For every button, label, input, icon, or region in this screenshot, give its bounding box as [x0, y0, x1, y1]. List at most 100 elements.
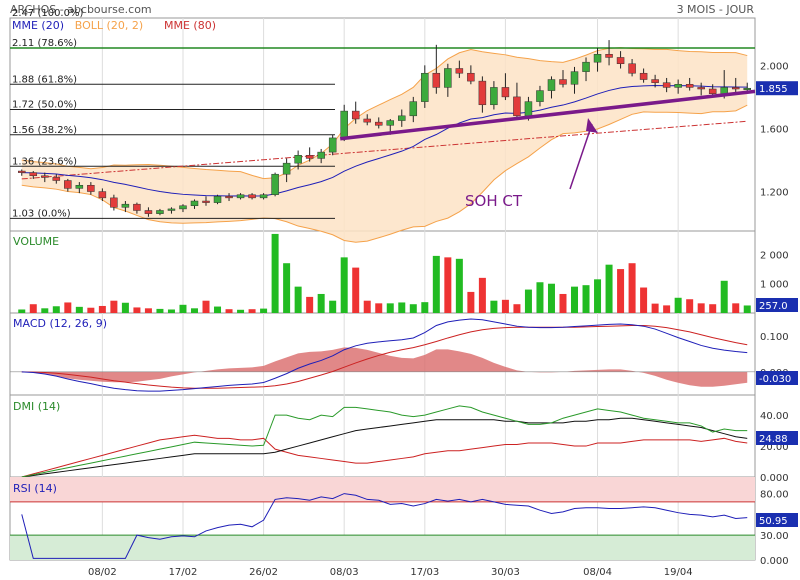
fibonacci-label: 1.56 (38.2%) — [12, 125, 77, 136]
volume-bar — [29, 304, 37, 313]
candle-body — [351, 110, 360, 120]
candle-body — [340, 110, 348, 139]
macd-line — [21, 318, 748, 392]
volume-bar — [144, 308, 152, 313]
price-last-value: 1.855 — [756, 81, 798, 96]
candle — [248, 193, 256, 200]
volume-bar — [674, 297, 682, 313]
volume-bar — [202, 300, 210, 313]
volume-bar — [651, 303, 659, 313]
candle — [156, 208, 164, 216]
candle-body — [374, 121, 383, 126]
candle — [144, 207, 153, 217]
volume-bar — [121, 302, 129, 313]
candle — [444, 63, 452, 97]
candle-body — [455, 68, 464, 74]
candle — [202, 196, 210, 206]
y-tick-label: 1 000 — [760, 280, 789, 291]
volume-bar — [536, 282, 544, 313]
y-tick-label: 80.00 — [760, 490, 789, 501]
candle-body — [616, 57, 625, 65]
volume-bar — [306, 296, 314, 313]
volume-bar — [64, 302, 72, 313]
candle — [75, 182, 84, 194]
candle — [501, 73, 510, 101]
candle-body — [179, 205, 187, 210]
candle — [455, 60, 464, 78]
candle-body — [536, 90, 544, 102]
volume-bar — [663, 305, 671, 313]
candle — [374, 117, 383, 129]
volume-bar — [594, 279, 602, 313]
fibonacci-label-clipped: 2.47 (100.0%) — [12, 8, 83, 19]
y-tick-label: 40.00 — [760, 411, 789, 422]
candle-body — [87, 184, 95, 192]
candle — [271, 172, 279, 197]
candle — [29, 171, 38, 179]
y-tick-label: 0.100 — [760, 332, 789, 343]
candle-body — [202, 200, 210, 203]
volume-panel: VOLUME 2 000 1 000 — [13, 233, 789, 313]
chart-source-title: ARCHOS - abcbourse.com — [10, 3, 152, 16]
candle-body — [685, 84, 694, 88]
volume-bar — [571, 286, 579, 313]
x-tick-label: 08/03 — [330, 567, 359, 578]
candle — [398, 109, 406, 127]
rsi-overbought-zone — [10, 477, 755, 502]
candle — [697, 82, 705, 96]
candle-body — [421, 72, 429, 102]
candle-body — [52, 177, 61, 181]
candle — [536, 85, 544, 107]
candle-body — [144, 210, 153, 214]
volume-bar — [640, 287, 648, 313]
fibonacci-label: 2.11 (78.6%) — [12, 38, 77, 49]
volume-bar — [18, 309, 26, 313]
candle-body — [398, 115, 406, 121]
candle — [213, 194, 222, 205]
legend-entry: MME (20) — [12, 19, 64, 32]
candle-body — [432, 72, 441, 88]
volume-bar — [248, 309, 256, 313]
volume-bar — [156, 308, 164, 313]
y-tick-label: 0.000 — [760, 473, 789, 484]
dmi-plus-line — [21, 405, 748, 478]
candle — [121, 201, 130, 213]
volume-bar — [697, 303, 705, 313]
candle-body — [236, 194, 245, 199]
candle — [282, 158, 291, 183]
annotation-soh-ct: SOH CT — [465, 192, 523, 210]
x-tick-label: 08/02 — [88, 567, 117, 578]
candle — [674, 79, 682, 94]
volume-bar — [421, 302, 429, 313]
candle-body — [75, 184, 84, 189]
volume-bar — [352, 267, 360, 313]
candle — [294, 150, 302, 170]
x-tick-label: 19/04 — [664, 567, 693, 578]
candle — [133, 202, 141, 214]
candle — [559, 70, 567, 88]
volume-bar — [260, 308, 268, 313]
fibonacci-label: 1.72 (50.0%) — [12, 100, 77, 111]
rsi-oversold-zone — [10, 535, 755, 560]
candle-body — [41, 175, 49, 178]
candle — [639, 68, 648, 83]
candle-body — [478, 80, 487, 106]
volume-bar — [110, 300, 118, 313]
candle — [432, 44, 441, 94]
volume-bar — [237, 309, 245, 313]
candle — [467, 65, 475, 85]
candle — [98, 188, 107, 202]
candle-body — [662, 82, 671, 88]
candle — [236, 193, 245, 200]
y-tick-label: 2.000 — [760, 61, 789, 72]
fibonacci-label: 1.03 (0.0%) — [12, 208, 71, 219]
candle — [593, 47, 602, 72]
volume-bar — [455, 258, 463, 313]
volume-bar — [340, 257, 348, 313]
rsi-title: RSI (14) — [13, 482, 57, 495]
candle-body — [547, 79, 556, 91]
candle — [409, 96, 418, 123]
candle-body — [305, 155, 314, 159]
candle — [478, 76, 487, 113]
